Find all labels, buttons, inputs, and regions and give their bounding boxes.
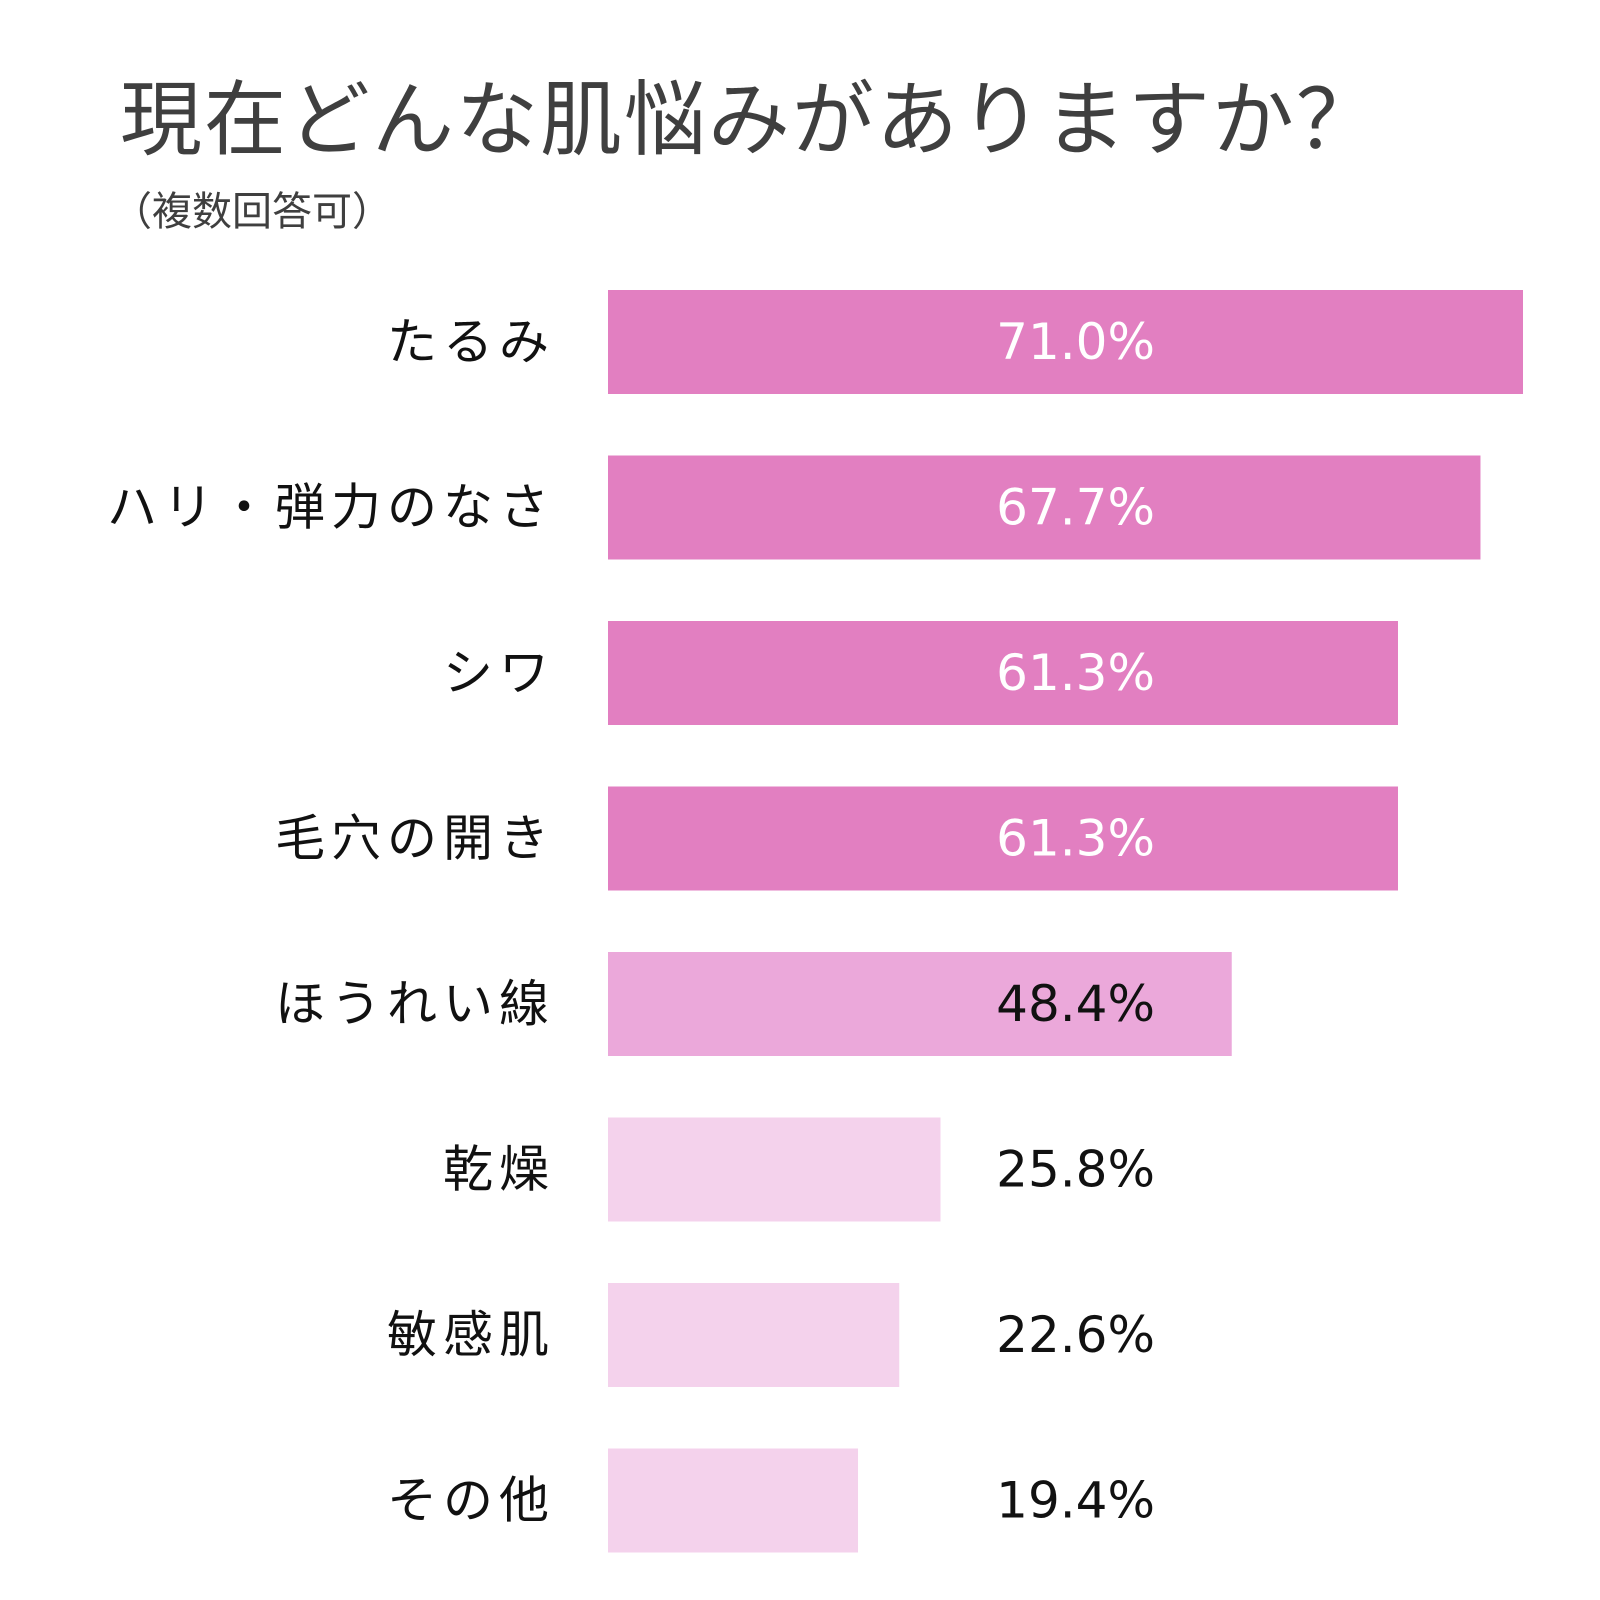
chart-title: 現在どんな肌悩みがありますか？ [120,73,1381,168]
value-label: 19.4% [996,1472,1155,1530]
category-label: ハリ・弾力のなさ [107,479,555,537]
value-label: 71.0% [996,313,1155,371]
category-label: たるみ [387,313,555,371]
category-label: シワ [443,644,555,702]
bar-6 [608,1117,941,1222]
value-label: 61.3% [996,810,1155,868]
category-label: その他 [387,1472,555,1530]
category-label: 敏感肌 [387,1306,555,1364]
bar-4 [608,786,1398,891]
value-label: 22.6% [996,1306,1155,1364]
category-label: ほうれい線 [275,975,555,1033]
bar-2 [608,455,1481,560]
value-label: 48.4% [996,975,1155,1033]
bar-1 [608,290,1523,394]
bar-8 [608,1448,859,1553]
bar-3 [608,621,1398,725]
value-label: 61.3% [996,644,1155,702]
category-label: 毛穴の開き [275,810,555,868]
value-label: 25.8% [996,1141,1155,1199]
value-label: 67.7% [996,479,1155,537]
bar-5 [608,952,1232,1056]
chart-subtitle: （複数回答可） [112,189,392,235]
category-label: 乾燥 [443,1141,555,1199]
bar-7 [608,1283,900,1387]
